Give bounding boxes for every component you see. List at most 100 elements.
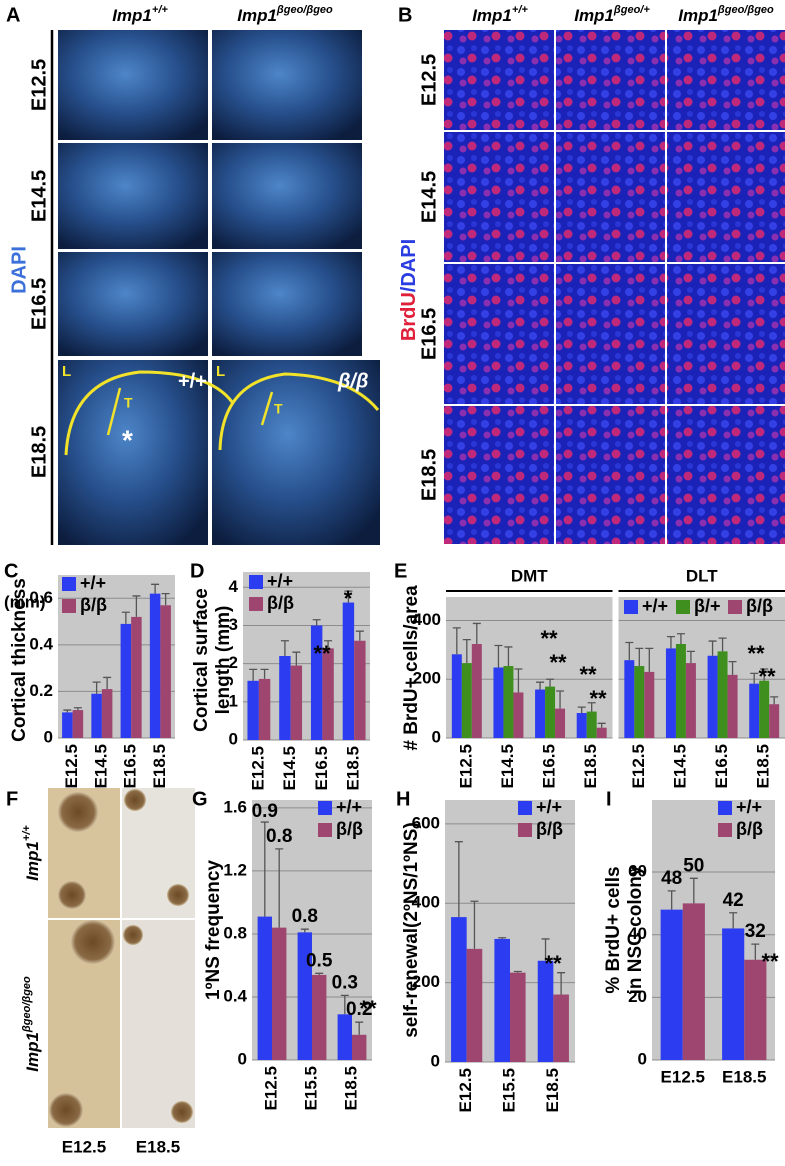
y-tick-label: 60	[628, 862, 647, 881]
x-tick-label: E15.5	[301, 1066, 320, 1110]
significance: *	[344, 586, 353, 611]
error-bar	[760, 668, 769, 681]
neurosphere	[167, 884, 189, 906]
y-axis-label: 1ºNS frequency	[203, 860, 224, 1000]
legend-swatch	[249, 575, 263, 589]
bar	[744, 959, 767, 1060]
micrograph	[444, 264, 785, 404]
bar	[660, 909, 683, 1060]
error-bar	[557, 972, 566, 995]
panel-label: G	[192, 788, 208, 810]
error-bar	[260, 821, 269, 917]
bar	[451, 917, 467, 1062]
bar	[354, 640, 366, 740]
y-tick-label: 0.8	[223, 923, 247, 942]
value-label: 0.5	[306, 950, 333, 971]
y-tick-label: 1.6	[223, 797, 247, 816]
y-tick-label: 0.6	[29, 588, 53, 607]
row-base: Imp1	[23, 1032, 42, 1072]
bar	[342, 602, 355, 740]
significance: **	[540, 626, 558, 651]
bar	[337, 1014, 352, 1060]
annotation: T	[124, 395, 133, 411]
bar	[576, 713, 587, 738]
x-tick-label: E12.5	[248, 746, 267, 790]
annotation: β/β	[337, 370, 368, 392]
annotation: +/+	[178, 370, 207, 392]
annotation: L	[216, 363, 225, 380]
y-tick-label: 0.4	[29, 634, 53, 653]
unit-label: (mm)	[4, 592, 46, 611]
column-label: E18.5	[136, 1137, 180, 1156]
bar	[727, 674, 738, 738]
x-tick-label: E18.5	[543, 1068, 562, 1112]
bar	[494, 938, 510, 1062]
thickness-marker	[106, 387, 122, 436]
significance: **	[761, 949, 779, 974]
header-base: Imp1	[678, 6, 718, 25]
value-label: 0.3	[332, 972, 358, 993]
bar	[513, 692, 524, 738]
y-axis-label: length (mm)	[213, 606, 234, 715]
image-grid	[58, 30, 380, 545]
y-tick-label: 200	[412, 972, 440, 991]
bar	[247, 680, 259, 740]
bar	[466, 948, 483, 1062]
bar	[352, 1034, 367, 1060]
bar	[72, 710, 84, 738]
significance: **	[313, 641, 331, 666]
error-bar	[728, 660, 737, 675]
x-tick-label: E12.5	[62, 744, 81, 788]
error-bar	[260, 668, 269, 679]
header-sup: +/+	[512, 4, 528, 16]
bar	[322, 648, 334, 740]
significance: **	[747, 641, 765, 666]
value-label: 0.8	[266, 826, 292, 847]
significance: **	[589, 686, 607, 711]
legend-label: β/β	[80, 595, 107, 615]
y-tick-label: 2	[229, 653, 238, 672]
bar	[555, 708, 566, 738]
error-bar	[275, 848, 284, 928]
error-bar	[751, 943, 760, 960]
group-label: DMT	[511, 566, 548, 585]
error-bar	[73, 707, 82, 711]
row-label: E16.5	[28, 278, 50, 330]
x-tick-label: E18.5	[341, 1066, 360, 1110]
x-tick-label: E18.5	[581, 744, 600, 788]
y-tick-label: 1.2	[223, 860, 247, 879]
annotation: *	[122, 424, 133, 455]
x-tick-label: E14.5	[670, 744, 689, 788]
bar	[62, 712, 73, 738]
error-bar	[597, 722, 606, 728]
micrograph	[58, 143, 208, 249]
error-bar	[472, 622, 481, 644]
micrograph	[444, 406, 785, 544]
y-axis-label: # BrdU+ cells/area	[401, 585, 422, 751]
legend-swatch	[318, 823, 332, 837]
header-base: Imp1	[112, 6, 152, 25]
value-label: 48	[661, 868, 682, 889]
error-bar	[750, 672, 759, 684]
header-sup: βgeo/βgeo	[276, 4, 333, 16]
micrograph	[444, 132, 785, 262]
significance: **	[544, 951, 562, 976]
error-bar	[454, 841, 463, 918]
micrograph	[212, 143, 362, 249]
legend-label: β/+	[694, 596, 721, 616]
bar	[717, 651, 728, 738]
bar	[297, 932, 312, 1060]
x-tick-label: E14.5	[280, 746, 299, 790]
y-tick-label: 4	[229, 577, 239, 596]
row-sup: βgeo/βgeo	[21, 976, 33, 1033]
legend-label: +/+	[536, 797, 562, 817]
bar	[665, 648, 676, 738]
value-label: 0.8	[292, 906, 318, 927]
bar	[160, 605, 171, 738]
error-bar	[689, 877, 698, 904]
bar	[272, 927, 287, 1060]
bar	[510, 972, 526, 1062]
bar	[493, 667, 504, 738]
x-tick-label: E14.5	[498, 744, 517, 788]
group-label: DLT	[686, 566, 718, 585]
